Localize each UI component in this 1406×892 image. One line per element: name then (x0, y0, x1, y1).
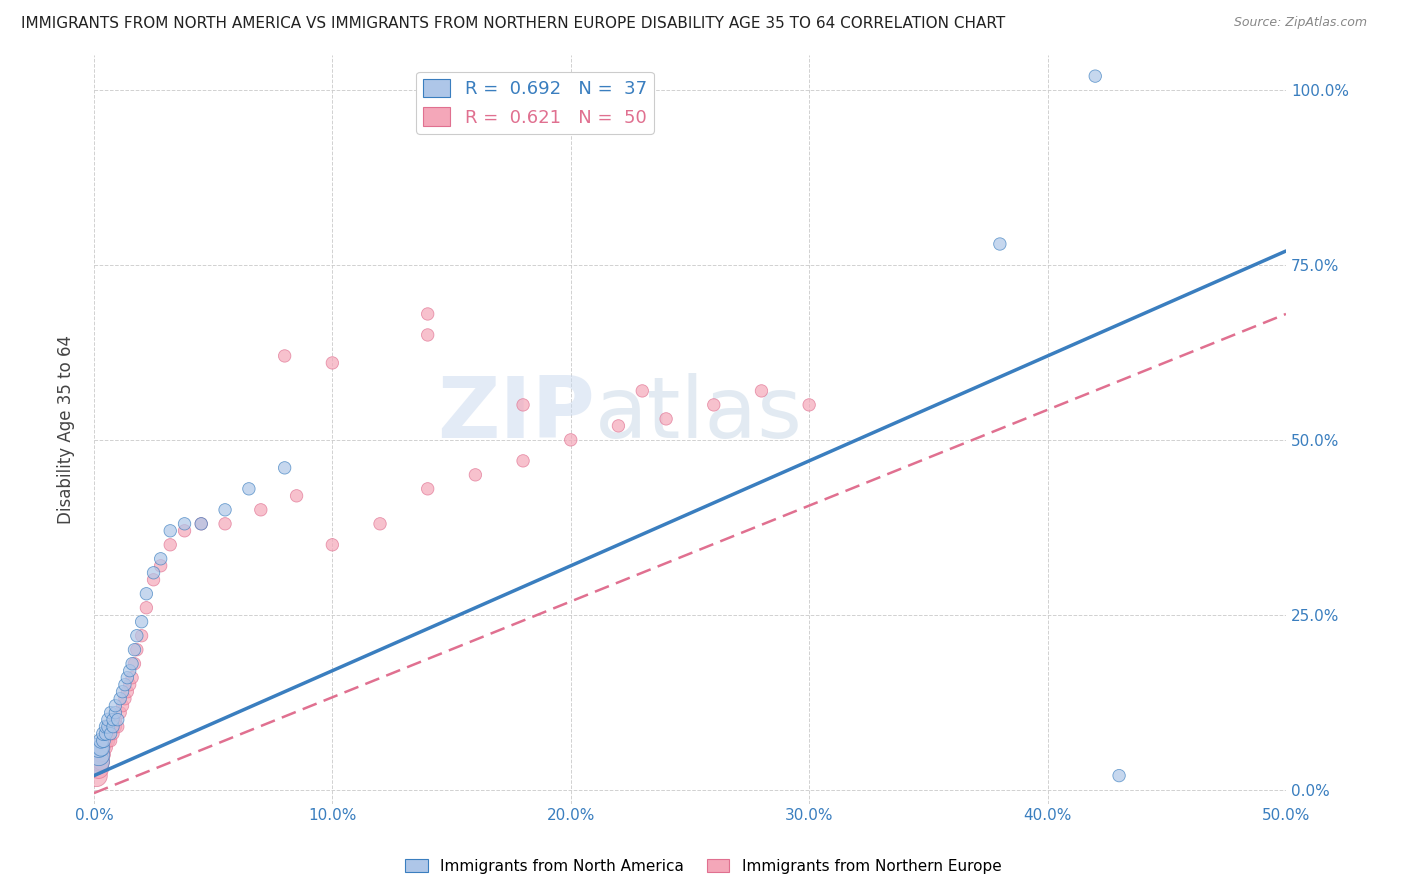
Text: ZIP: ZIP (437, 373, 595, 456)
Point (107, 713, 129, 727)
Point (87, 740, 110, 755)
Point (100, 733, 122, 747)
Point (273, 349, 295, 363)
Point (118, 664, 141, 678)
Point (117, 684, 139, 698)
Point (93, 726, 115, 740)
Point (107, 720, 129, 734)
Point (797, 398, 820, 412)
Legend: Immigrants from North America, Immigrants from Northern Europe: Immigrants from North America, Immigrant… (398, 853, 1008, 880)
Point (416, 482, 439, 496)
Point (159, 538, 181, 552)
Point (87, 755, 110, 769)
Point (131, 615, 153, 629)
Point (190, 516, 212, 531)
Point (100, 720, 122, 734)
Point (149, 551, 172, 566)
Point (114, 691, 136, 706)
Point (114, 678, 136, 692)
Point (97, 720, 120, 734)
Point (1108, 769, 1130, 783)
Point (104, 720, 127, 734)
Point (101, 726, 124, 740)
Point (285, 489, 308, 503)
Point (173, 516, 195, 531)
Point (159, 524, 181, 538)
Point (104, 698, 127, 713)
Point (368, 516, 391, 531)
Point (97, 733, 120, 747)
Y-axis label: Disability Age 35 to 64: Disability Age 35 to 64 (58, 334, 75, 524)
Point (94, 733, 117, 747)
Point (125, 629, 148, 643)
Point (121, 657, 143, 671)
Point (988, 237, 1011, 252)
Point (101, 713, 124, 727)
Point (607, 418, 630, 433)
Point (101, 720, 124, 734)
Point (90, 755, 112, 769)
Point (94, 740, 117, 755)
Point (238, 482, 260, 496)
Point (87, 762, 110, 776)
Point (111, 684, 134, 698)
Point (135, 587, 157, 601)
Point (416, 307, 439, 321)
Text: Source: ZipAtlas.com: Source: ZipAtlas.com (1233, 16, 1367, 29)
Point (87, 747, 110, 762)
Point (93, 740, 115, 755)
Point (117, 671, 139, 685)
Point (142, 566, 165, 580)
Text: atlas: atlas (595, 373, 803, 456)
Point (101, 720, 124, 734)
Point (124, 657, 146, 671)
Point (149, 558, 172, 573)
Point (90, 740, 112, 755)
Point (321, 356, 343, 370)
Point (250, 503, 273, 517)
Point (90, 733, 112, 747)
Point (100, 706, 122, 720)
Point (121, 671, 143, 685)
Point (104, 706, 127, 720)
Point (464, 467, 486, 482)
Point (100, 726, 122, 740)
Point (703, 398, 725, 412)
Point (512, 454, 534, 468)
Point (94, 726, 117, 740)
Point (214, 516, 236, 531)
Point (93, 747, 115, 762)
Point (173, 524, 195, 538)
Point (655, 412, 678, 426)
Point (125, 642, 148, 657)
Point (86, 755, 108, 769)
Point (560, 433, 582, 447)
Point (631, 384, 654, 398)
Point (135, 600, 157, 615)
Point (124, 642, 146, 657)
Point (214, 503, 236, 517)
Point (1084, 69, 1107, 83)
Text: IMMIGRANTS FROM NORTH AMERICA VS IMMIGRANTS FROM NORTHERN EUROPE DISABILITY AGE : IMMIGRANTS FROM NORTH AMERICA VS IMMIGRA… (21, 16, 1005, 31)
Point (131, 629, 153, 643)
Point (104, 713, 127, 727)
Legend: R =  0.692   N =  37, R =  0.621   N =  50: R = 0.692 N = 37, R = 0.621 N = 50 (416, 71, 654, 134)
Point (97, 713, 120, 727)
Point (94, 720, 117, 734)
Point (142, 573, 165, 587)
Point (86, 769, 108, 783)
Point (108, 706, 131, 720)
Point (90, 747, 112, 762)
Point (111, 698, 134, 713)
Point (108, 691, 131, 706)
Point (273, 460, 295, 475)
Point (93, 733, 115, 747)
Point (751, 384, 773, 398)
Point (416, 327, 439, 342)
Point (190, 516, 212, 531)
Point (512, 398, 534, 412)
Point (321, 538, 343, 552)
Point (97, 726, 120, 740)
Point (118, 678, 141, 692)
